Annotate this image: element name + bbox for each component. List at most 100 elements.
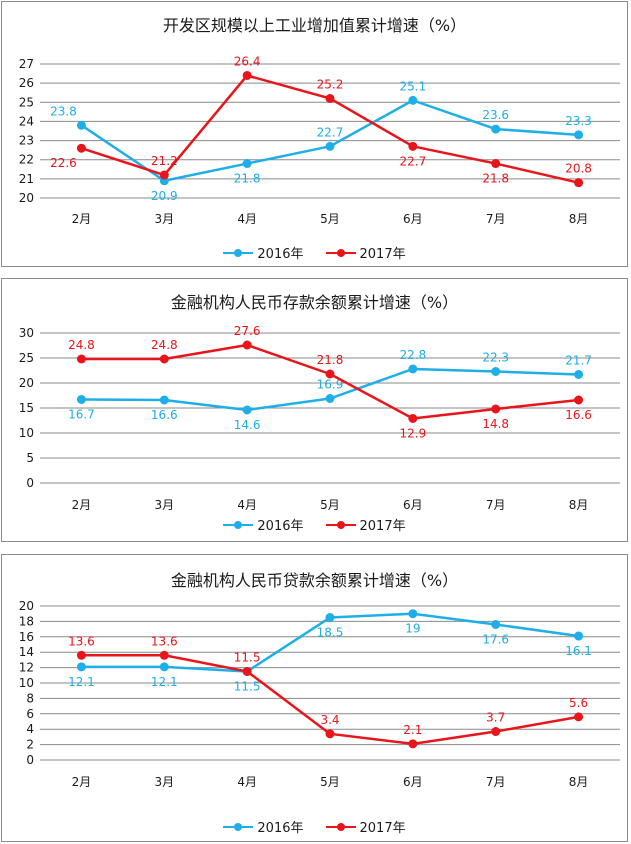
y-tick-label: 4 bbox=[26, 722, 34, 736]
data-point bbox=[76, 662, 86, 672]
data-point bbox=[159, 650, 169, 660]
data-point bbox=[408, 739, 418, 749]
y-tick-label: 21 bbox=[19, 172, 34, 186]
data-label: 16.6 bbox=[565, 408, 592, 422]
data-label: 21.8 bbox=[482, 172, 509, 186]
data-point bbox=[491, 619, 501, 629]
y-tick-label: 30 bbox=[19, 326, 34, 340]
x-tick-label: 8月 bbox=[569, 498, 589, 512]
y-tick-label: 16 bbox=[19, 630, 34, 644]
data-point bbox=[242, 405, 252, 415]
legend-item-2016: 2016年 bbox=[223, 817, 304, 836]
data-point bbox=[159, 662, 169, 672]
legend-label-2017: 2017年 bbox=[359, 821, 406, 836]
data-label: 23.3 bbox=[565, 114, 592, 128]
y-tick-label: 12 bbox=[19, 661, 34, 675]
data-label: 14.6 bbox=[234, 418, 261, 432]
data-label: 27.6 bbox=[234, 324, 261, 338]
chart-title: 金融机构人民币贷款余额累计增速（%） bbox=[170, 571, 459, 590]
legend-swatch-2017 bbox=[325, 822, 356, 832]
y-tick-label: 20 bbox=[19, 376, 34, 390]
legend-swatch-2016 bbox=[223, 248, 254, 258]
data-label: 12.1 bbox=[68, 675, 95, 689]
data-label: 17.6 bbox=[482, 632, 509, 646]
data-label: 21.8 bbox=[317, 353, 344, 367]
legend-swatch-2016 bbox=[223, 520, 254, 530]
data-point bbox=[491, 367, 501, 376]
data-label: 25.2 bbox=[317, 77, 344, 91]
data-label: 22.6 bbox=[50, 156, 77, 170]
data-point bbox=[325, 729, 335, 739]
data-point bbox=[574, 130, 584, 140]
x-tick-label: 4月 bbox=[237, 775, 257, 789]
y-tick-label: 2 bbox=[26, 738, 34, 752]
data-point bbox=[76, 120, 86, 130]
chart-plot-industrial: 20 21 22 23 24 25 26 27 2月 3月 4月 5月 6月 7月 8月 23.8 20.9 21… bbox=[19, 54, 620, 226]
legend-item-2017: 2017年 bbox=[325, 515, 406, 534]
y-tick-label: 27 bbox=[19, 57, 34, 71]
x-tick-label: 5月 bbox=[320, 775, 340, 789]
y-tick-label: 10 bbox=[19, 676, 34, 690]
data-point bbox=[408, 364, 418, 374]
data-label: 22.8 bbox=[399, 348, 426, 362]
data-label: 19 bbox=[405, 622, 420, 636]
data-point bbox=[574, 395, 584, 405]
chart-panel-industrial: 开发区规模以上工业增加值累计增速（%） 20 21 22 23 24 25 26 27 2月 3月… bbox=[1, 1, 628, 267]
y-tick-label: 18 bbox=[19, 614, 34, 628]
data-point bbox=[574, 631, 584, 641]
data-point bbox=[325, 141, 335, 151]
y-tick-label: 14 bbox=[19, 645, 34, 659]
data-point bbox=[491, 159, 501, 169]
y-tick-label: 0 bbox=[26, 476, 34, 490]
x-tick-label: 2月 bbox=[72, 498, 92, 512]
data-point bbox=[574, 178, 584, 188]
y-tick-label: 5 bbox=[26, 451, 34, 465]
x-tick-label: 8月 bbox=[569, 212, 589, 226]
legend-label-2016: 2016年 bbox=[257, 821, 304, 836]
data-label: 20.8 bbox=[565, 162, 592, 176]
data-label: 21.2 bbox=[151, 154, 178, 168]
data-point bbox=[325, 394, 335, 403]
data-label: 26.4 bbox=[234, 54, 261, 68]
data-label: 13.6 bbox=[151, 634, 178, 648]
data-point bbox=[574, 712, 584, 722]
y-tick-label: 15 bbox=[19, 401, 34, 415]
data-point bbox=[159, 354, 169, 364]
data-label: 23.8 bbox=[50, 104, 77, 118]
data-label: 3.4 bbox=[320, 713, 339, 727]
y-tick-label: 20 bbox=[19, 599, 34, 613]
y-tick-label: 20 bbox=[19, 191, 34, 205]
y-tick-label: 0 bbox=[26, 753, 34, 767]
legend-item-2017: 2017年 bbox=[325, 817, 406, 836]
chart-plot-deposits: 0 5 10 15 20 25 30 2月 3月 4月 5月 6月 7月 8月 16.7 16.6 14.6 16… bbox=[19, 324, 620, 512]
data-point bbox=[408, 609, 418, 619]
x-tick-label: 8月 bbox=[569, 775, 589, 789]
data-label: 22.7 bbox=[317, 125, 344, 139]
data-label: 21.8 bbox=[234, 172, 261, 186]
data-label: 22.3 bbox=[482, 351, 509, 365]
x-tick-label: 7月 bbox=[486, 775, 506, 789]
data-point bbox=[325, 613, 335, 623]
y-tick-label: 26 bbox=[19, 76, 34, 90]
legend-label-2017: 2017年 bbox=[359, 519, 406, 534]
x-tick-label: 3月 bbox=[154, 498, 174, 512]
data-point bbox=[574, 370, 584, 379]
y-tick-label: 10 bbox=[19, 426, 34, 440]
data-label: 23.6 bbox=[482, 108, 509, 122]
data-label: 16.6 bbox=[151, 408, 178, 422]
x-tick-label: 3月 bbox=[154, 212, 174, 226]
legend-item-2016: 2016年 bbox=[223, 515, 304, 534]
data-label: 12.1 bbox=[151, 675, 178, 689]
x-tick-label: 2月 bbox=[72, 212, 92, 226]
x-tick-label: 7月 bbox=[486, 212, 506, 226]
data-point bbox=[76, 354, 86, 364]
x-tick-label: 5月 bbox=[320, 212, 340, 226]
x-tick-label: 4月 bbox=[237, 498, 257, 512]
chart-legend: 2016年 2017年 bbox=[2, 243, 627, 262]
data-label: 25.1 bbox=[399, 79, 426, 93]
x-tick-label: 5月 bbox=[320, 498, 340, 512]
data-point bbox=[325, 93, 335, 103]
data-point bbox=[491, 727, 501, 737]
data-point bbox=[491, 404, 501, 414]
